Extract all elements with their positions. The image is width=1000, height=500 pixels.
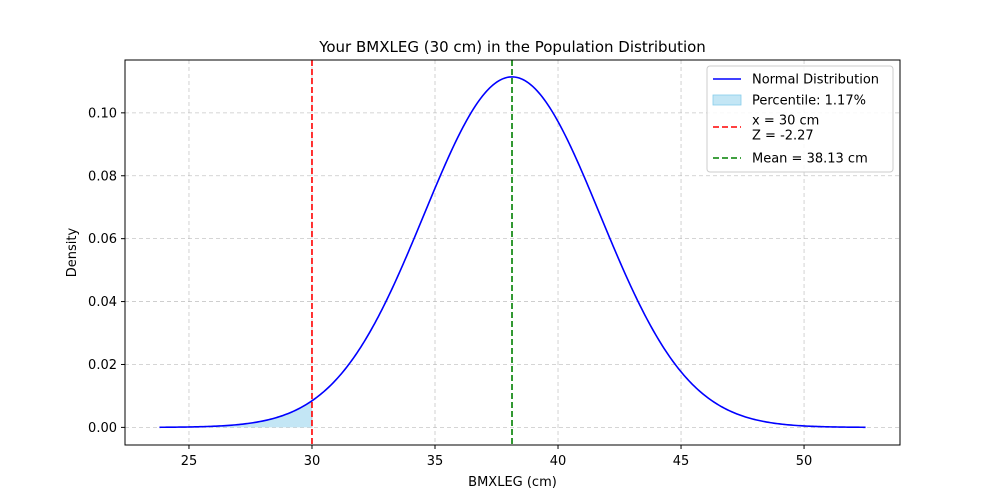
y-tick-label-4: 0.08 bbox=[88, 169, 117, 184]
legend-label-3-0: Mean = 38.13 cm bbox=[752, 152, 868, 167]
y-tick-label-5: 0.10 bbox=[88, 106, 117, 121]
x-tick-label-1: 30 bbox=[304, 454, 321, 469]
legend-item-2: x = 30 cmZ = -2.27 bbox=[713, 114, 819, 144]
tick-layer: 25 30 35 40 45 50 0.00 0.02 0.04 0.06 0.08 0.10 bbox=[88, 106, 812, 469]
chart-title: Your BMXLEG (30 cm) in the Population Di… bbox=[318, 38, 706, 56]
legend-item-1: Percentile: 1.17% bbox=[712, 94, 866, 109]
percentile-fill-area bbox=[159, 400, 312, 428]
legend-box bbox=[706, 65, 894, 173]
x-tick-label-4: 45 bbox=[673, 454, 690, 469]
legend-label-0-0: Normal Distribution bbox=[752, 73, 879, 88]
y-tick-label-3: 0.06 bbox=[88, 232, 117, 247]
x-tick-label-5: 50 bbox=[796, 454, 813, 469]
x-tick-label-2: 35 bbox=[427, 454, 444, 469]
y-axis-label: Density bbox=[65, 227, 80, 277]
plot-frame bbox=[124, 59, 901, 446]
legend-swatch-1 bbox=[712, 94, 742, 106]
x-tick-label-3: 40 bbox=[550, 454, 567, 469]
y-tick-label-1: 0.02 bbox=[88, 358, 117, 373]
legend-item-0: Normal Distribution bbox=[713, 73, 879, 88]
legend-label-2-0: x = 30 cm bbox=[752, 114, 819, 129]
legend-label-2-1: Z = -2.27 bbox=[752, 129, 814, 144]
legend-label-1-0: Percentile: 1.17% bbox=[752, 94, 866, 109]
legend: Normal Distribution Percentile: 1.17% x = … bbox=[706, 65, 894, 173]
y-tick-label-0: 0.00 bbox=[88, 421, 117, 436]
data-layer bbox=[159, 60, 866, 445]
x-axis-label: BMXLEG (cm) bbox=[468, 475, 557, 490]
y-tick-label-2: 0.04 bbox=[88, 295, 117, 310]
x-tick-label-0: 25 bbox=[181, 454, 198, 469]
legend-item-3: Mean = 38.13 cm bbox=[713, 152, 868, 167]
normal-distribution-curve bbox=[159, 76, 866, 429]
